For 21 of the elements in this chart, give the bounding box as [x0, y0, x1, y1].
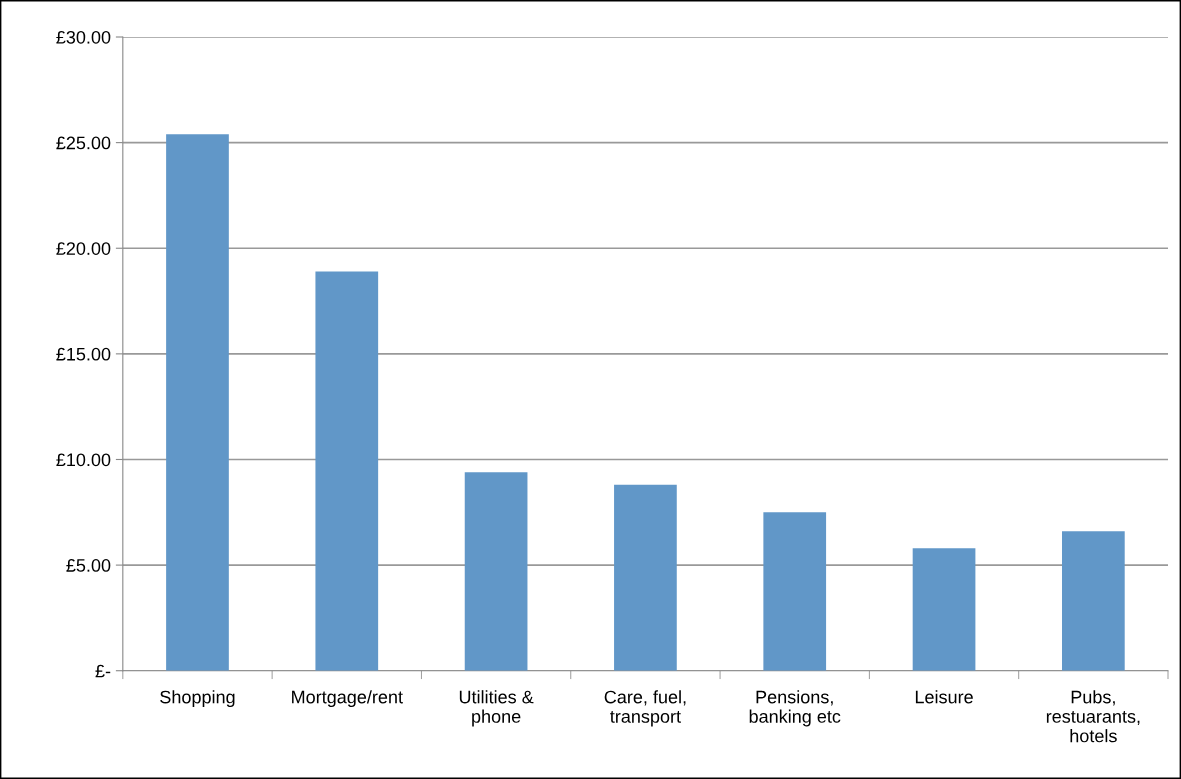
- y-tick-label: £10.00: [56, 453, 111, 467]
- y-tick-label: £-: [95, 664, 111, 678]
- x-tick-label: Leisure: [915, 690, 973, 704]
- y-tick-label: £30.00: [56, 30, 111, 44]
- x-tick-label: Utilities & phone: [459, 690, 534, 727]
- x-tick-label: Care, fuel, transport: [604, 690, 686, 727]
- x-tick-label: Shopping: [160, 690, 235, 707]
- y-tick-label: £25.00: [56, 136, 111, 150]
- x-tick-label: Pensions, banking etc: [749, 690, 841, 727]
- y-tick-label: £15.00: [56, 347, 111, 361]
- x-tick-label: Pubs, restuarants, hotels: [1046, 690, 1140, 743]
- bar: [912, 548, 976, 671]
- bar: [763, 512, 827, 671]
- y-tick-label: £20.00: [56, 242, 111, 255]
- bar: [166, 134, 229, 671]
- bar: [464, 472, 528, 671]
- bar: [1062, 531, 1125, 671]
- bar: [614, 484, 677, 671]
- bar: [315, 271, 379, 671]
- x-tick-label: Mortgage/rent: [292, 690, 403, 707]
- y-tick-label: £5.00: [66, 559, 111, 572]
